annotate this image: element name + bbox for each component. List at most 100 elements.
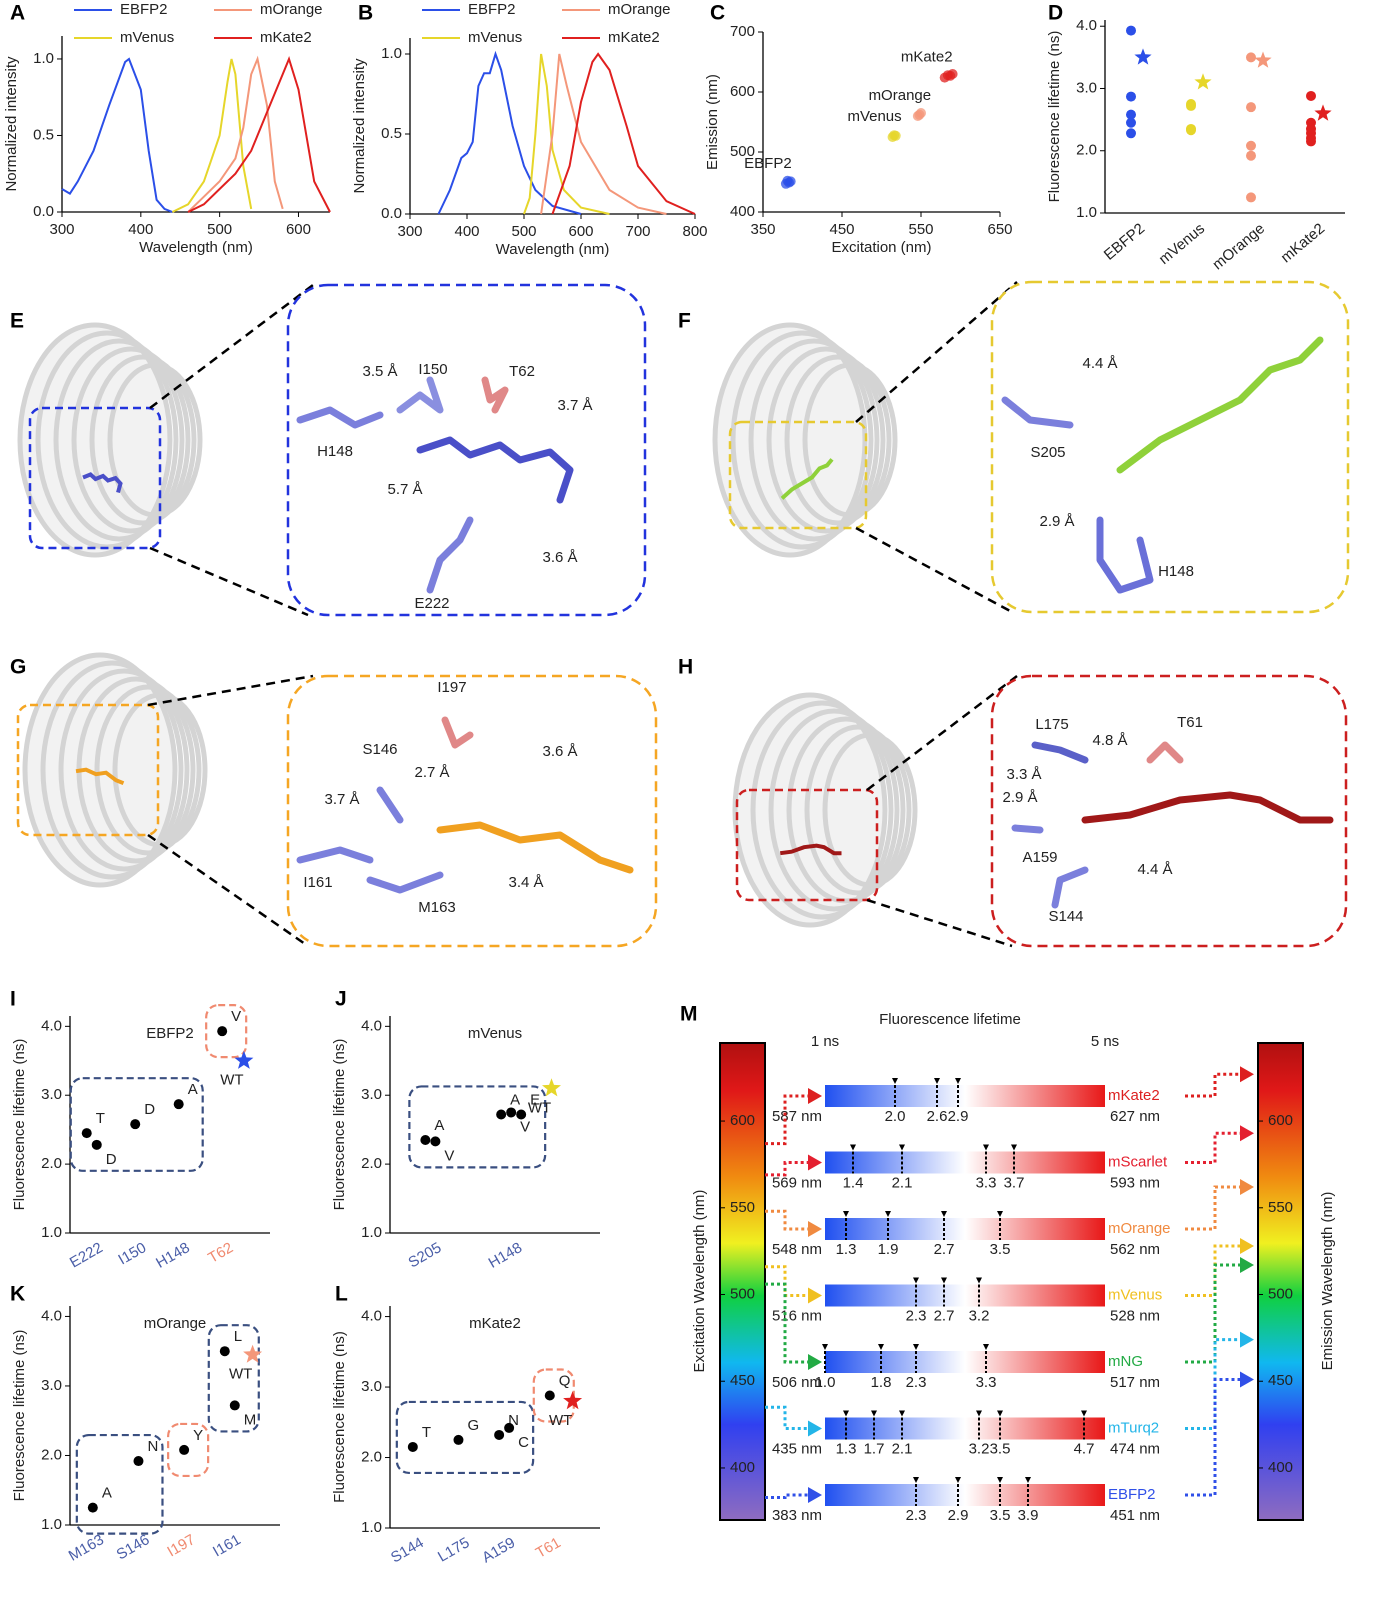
structure-label: 3.6 Å: [542, 743, 577, 760]
mutant-dot: [496, 1109, 507, 1120]
mutant-dot: [130, 1119, 141, 1130]
protein-ribbon: [802, 362, 898, 518]
structure-label: A159: [1022, 849, 1057, 866]
lifetime-label: 2.6: [927, 1108, 948, 1125]
lifetime-dot: [1126, 109, 1136, 120]
lifetime-pointer: [983, 1144, 989, 1151]
residue-stick: [296, 846, 374, 864]
lifetime-pointer: [899, 1144, 905, 1151]
panel-letter: G: [10, 656, 26, 679]
protein-ribbon: [22, 652, 178, 888]
lifetime-dot: [1126, 128, 1136, 139]
legend-label: mVenus: [120, 29, 174, 46]
category-label: I161: [210, 1531, 244, 1560]
y-axis-label: Fluorescence lifetime (ns): [11, 1330, 28, 1502]
protein-name: mKate2: [1108, 1087, 1160, 1104]
structure-label: 3.4 Å: [508, 874, 543, 891]
category-label: E222: [67, 1239, 106, 1271]
mutant-label: N: [508, 1412, 519, 1429]
y-tick-label: 3.0: [361, 1086, 382, 1103]
lifetime-label: 1.3: [836, 1440, 857, 1457]
scale-label: 5 ns: [1091, 1033, 1119, 1050]
excitation-label: 587 nm: [772, 1108, 822, 1125]
x-tick-label: 550: [908, 221, 933, 238]
mutant-label: V: [231, 1008, 241, 1025]
mutant-dot: [430, 1136, 441, 1147]
mutant-dot: [87, 1502, 98, 1513]
mutant-dot: [179, 1444, 190, 1455]
wt-star: [563, 1391, 583, 1410]
lifetime-pointer: [955, 1477, 961, 1483]
excitation-arrow: [765, 1282, 808, 1364]
residue-stick: [1001, 396, 1074, 429]
protein-ribbon: [53, 338, 185, 542]
wt-star: [1134, 48, 1152, 65]
group-box: [408, 1085, 547, 1169]
lifetime-bar: [825, 1484, 1105, 1506]
scatter-point: [785, 176, 796, 187]
panel-letter: D: [1048, 2, 1063, 25]
mutant-label: A: [102, 1485, 112, 1502]
scatter-point: [890, 130, 901, 141]
category-label: mOrange: [1209, 220, 1268, 273]
lifetime-label: 3.5: [990, 1507, 1011, 1524]
lifetime-pointer: [843, 1410, 849, 1417]
zoom-connector: [147, 674, 314, 707]
category-label: A159: [479, 1534, 518, 1566]
lifetime-pointer: [913, 1277, 919, 1284]
structure-label: 2.9 Å: [1039, 513, 1074, 530]
x-tick-label: 500: [511, 223, 536, 240]
panel-letter: A: [10, 2, 25, 25]
arrow-head: [1240, 1178, 1254, 1195]
legend-label: EBFP2: [120, 1, 168, 18]
y-tick-label: 2.0: [41, 1446, 62, 1463]
excitation-arrow: [765, 1209, 808, 1231]
lifetime-label: 2.0: [885, 1108, 906, 1125]
structure-label: S144: [1048, 908, 1083, 925]
protein-ribbon: [768, 708, 900, 912]
category-label: L175: [435, 1534, 472, 1565]
y-tick-label: 4.0: [361, 1017, 382, 1034]
x-tick-label: 500: [207, 221, 232, 238]
protein-name: mNG: [1108, 1353, 1143, 1370]
residue-stick: [1096, 516, 1154, 594]
y-tick-label: 4.0: [41, 1017, 62, 1034]
lifetime-dot: [1246, 192, 1256, 203]
y-axis-label: Emission (nm): [704, 74, 721, 170]
mutant-label: V: [520, 1118, 530, 1135]
y-tick-label: 700: [730, 23, 755, 40]
lifetime-dot: [1306, 136, 1316, 147]
mutant-dot: [544, 1390, 555, 1401]
zoom-connector: [149, 546, 309, 617]
structure-label: S205: [1030, 444, 1065, 461]
chromophore-thumb: [82, 472, 123, 494]
arrow-head: [1240, 1237, 1254, 1254]
point-annotation: mOrange: [869, 87, 932, 104]
excitation-label: 516 nm: [772, 1307, 822, 1324]
category-label: mVenus: [1156, 220, 1208, 268]
lifetime-pointer: [850, 1144, 856, 1151]
legend-label: mOrange: [608, 1, 671, 18]
colorbar-tick-label: 600: [1268, 1112, 1293, 1129]
x-tick-label: 650: [987, 221, 1012, 238]
chart-title: mVenus: [468, 1025, 522, 1042]
category-label: M163: [66, 1531, 107, 1564]
lifetime-dot: [1246, 102, 1256, 113]
zoom-box: [990, 674, 1348, 948]
group-box: [69, 1077, 204, 1172]
y-tick-label: 1.0: [361, 1519, 382, 1536]
protein-name: mScarlet: [1108, 1153, 1168, 1170]
colorbar-tick-label: 550: [1268, 1199, 1293, 1216]
panel-letter: K: [10, 1283, 25, 1306]
spectrum-line: [171, 58, 253, 213]
structure-label: 4.4 Å: [1137, 861, 1172, 878]
spectrum-line: [437, 50, 582, 215]
emission-label: 451 nm: [1110, 1507, 1160, 1524]
x-axis-label: Wavelength (nm): [139, 239, 253, 256]
lifetime-pointer: [899, 1410, 905, 1417]
lifetime-label: 1.0: [815, 1374, 836, 1391]
residue-stick: [416, 436, 574, 504]
structure-label: S146: [362, 741, 397, 758]
y-tick-label: 1.0: [41, 1224, 62, 1241]
colorbar: [1257, 1042, 1304, 1521]
